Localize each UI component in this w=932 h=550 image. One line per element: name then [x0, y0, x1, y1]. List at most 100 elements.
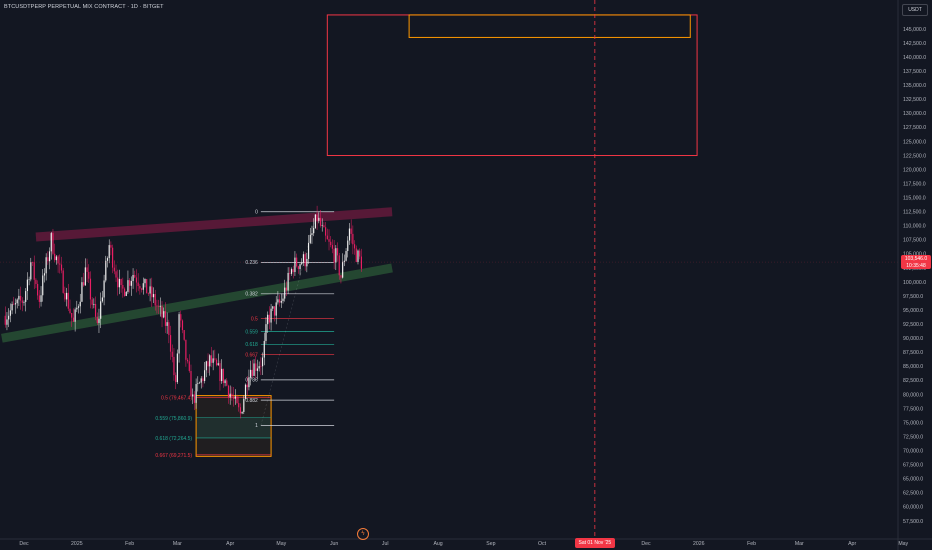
candle-body — [197, 383, 199, 385]
candle-body — [292, 269, 294, 273]
time-tick-label: 2026 — [693, 541, 705, 547]
candle-body — [42, 275, 44, 296]
candle-body — [94, 303, 97, 317]
candle-body — [241, 411, 243, 414]
candle-body — [285, 287, 288, 291]
candle-body — [340, 275, 342, 278]
price-tick-label: 130,000.0 — [903, 111, 926, 117]
candle-body — [204, 370, 206, 381]
candle-body — [96, 316, 98, 323]
price-tick-label: 65,000.0 — [903, 477, 923, 483]
time-tick-label: Sep — [486, 541, 495, 547]
candle-body — [175, 375, 177, 383]
candle-body — [350, 228, 352, 234]
candle-body — [129, 280, 131, 286]
candle-body — [214, 358, 216, 360]
candle-body — [333, 248, 335, 263]
fib-level-label: 1 — [255, 423, 258, 429]
candle-body — [178, 314, 180, 354]
candle-body — [35, 279, 37, 285]
candle-body — [139, 285, 141, 289]
symbol-title[interactable]: BTCUSDTPERP PERPETUAL MIX CONTRACT · 1D … — [4, 4, 164, 10]
candle-body — [161, 306, 163, 318]
candle-body — [352, 233, 354, 245]
candle-body — [261, 357, 264, 367]
candle-body — [83, 282, 85, 286]
candle-body — [202, 378, 204, 381]
candle-body — [313, 227, 315, 234]
candle-body — [192, 394, 194, 397]
candle-body — [275, 302, 277, 316]
candle-body — [277, 299, 279, 303]
candle-body — [16, 299, 18, 304]
upper-trend-band[interactable] — [35, 207, 393, 242]
target-zone-1[interactable] — [408, 14, 691, 38]
candle-body — [123, 288, 126, 296]
candle-body — [55, 256, 57, 261]
currency-button[interactable]: USDT — [902, 4, 928, 16]
candle-body — [108, 245, 110, 259]
candle-body — [149, 286, 151, 294]
candle-body — [302, 254, 305, 263]
support-golden-pocket — [197, 417, 271, 438]
price-tick-label: 132,500.0 — [903, 97, 926, 103]
candle-body — [142, 283, 144, 290]
candle-body — [279, 299, 281, 303]
lightning-icon[interactable]: ϟ — [357, 528, 369, 540]
candle-body — [146, 279, 148, 294]
candle-body — [48, 251, 51, 262]
candle-body — [28, 279, 30, 281]
candle-body — [343, 260, 345, 262]
candle-body — [54, 253, 56, 261]
time-tick-label: Dec — [19, 541, 29, 547]
candle-body — [239, 407, 242, 414]
candle-body — [348, 228, 351, 241]
candle-body — [294, 257, 296, 273]
price-tick-label: 100,000.0 — [903, 280, 926, 286]
candle-body — [74, 309, 76, 322]
candle-body — [335, 248, 337, 263]
candle-body — [209, 355, 211, 367]
candle-body — [326, 235, 328, 240]
candle-body — [273, 306, 276, 316]
candle-body — [359, 250, 361, 257]
candle-body — [345, 251, 347, 261]
candle-body — [169, 335, 172, 352]
candle-body — [272, 306, 274, 309]
candle-body — [33, 262, 35, 280]
time-tick-label: Apr — [848, 541, 856, 547]
price-tick-label: 115,000.0 — [903, 195, 926, 201]
candle-body — [64, 292, 66, 300]
candle-body — [360, 256, 362, 269]
time-tick-label: Jul — [382, 541, 389, 547]
time-tick-label: Feb — [125, 541, 134, 547]
candle-body — [130, 281, 132, 286]
candle-body — [137, 282, 139, 286]
candle-body — [163, 311, 165, 318]
candle-body — [195, 384, 197, 403]
candle-body — [251, 369, 253, 376]
candle-body — [287, 272, 289, 291]
price-tick-label: 120,000.0 — [903, 167, 926, 173]
candle-body — [232, 396, 235, 399]
price-tick-label: 142,500.0 — [903, 41, 926, 47]
candle-body — [103, 280, 105, 298]
candle-body — [79, 301, 81, 307]
candle-body — [309, 234, 311, 243]
fib-level-label: 0 — [255, 210, 258, 216]
candle-body — [31, 262, 34, 263]
candle-body — [14, 303, 17, 305]
time-tick-label: Feb — [747, 541, 756, 547]
fib-level-label: 0.236 — [245, 260, 258, 266]
time-tick-label: 2025 — [71, 541, 83, 547]
price-tick-label: 145,000.0 — [903, 27, 926, 33]
candle-body — [47, 257, 49, 262]
candle-body — [263, 340, 265, 358]
candle-body — [231, 393, 233, 397]
candle-body — [21, 300, 23, 303]
target-zone-0[interactable] — [326, 14, 698, 157]
candle-body — [323, 225, 325, 228]
lower-trend-band[interactable] — [1, 263, 393, 343]
price-tick-label: 67,500.0 — [903, 463, 923, 469]
